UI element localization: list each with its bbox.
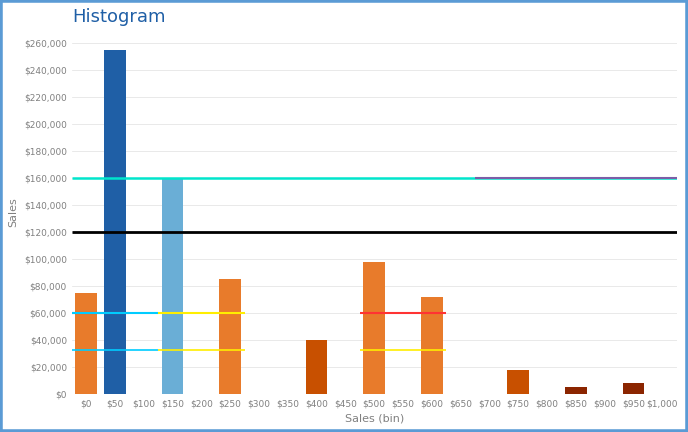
Bar	[76, 293, 97, 394]
Bar	[421, 297, 442, 394]
Bar	[565, 388, 587, 394]
Bar	[623, 384, 644, 394]
Bar	[363, 262, 385, 394]
X-axis label: Sales (bin): Sales (bin)	[345, 414, 404, 424]
Bar	[507, 370, 529, 394]
Bar	[219, 280, 241, 394]
Bar	[104, 50, 126, 394]
Bar	[162, 178, 184, 394]
Y-axis label: Sales: Sales	[8, 197, 19, 227]
Bar	[305, 340, 327, 394]
Text: Histogram: Histogram	[72, 8, 165, 26]
